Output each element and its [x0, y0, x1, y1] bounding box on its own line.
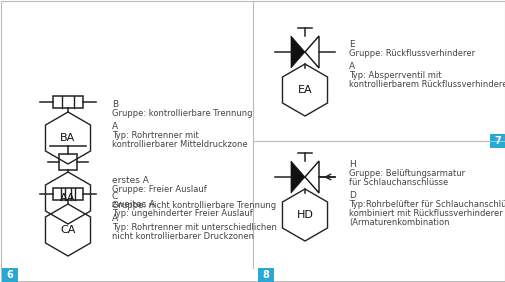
Text: A: A	[112, 214, 118, 223]
Bar	[53, 188, 83, 200]
Text: AA: AA	[60, 193, 76, 203]
Text: kontrollierbarem Rückflussverhinderer: kontrollierbarem Rückflussverhinderer	[348, 80, 505, 89]
Text: erstes A: erstes A	[112, 176, 148, 185]
Text: Typ: Rohrtrenner mit unterschiedlichen: Typ: Rohrtrenner mit unterschiedlichen	[112, 223, 276, 232]
Bar	[59, 154, 77, 170]
Bar	[2, 268, 18, 282]
Bar	[489, 134, 505, 148]
Polygon shape	[290, 36, 305, 68]
Text: Typ:Rohrbelüfter für Schlauchanschlüsse: Typ:Rohrbelüfter für Schlauchanschlüsse	[348, 200, 505, 209]
Text: D: D	[348, 191, 355, 200]
Text: Typ: Absperrventil mit: Typ: Absperrventil mit	[348, 71, 441, 80]
Text: Gruppe: kontrollierbare Trennung: Gruppe: kontrollierbare Trennung	[112, 109, 252, 118]
Text: (Armaturenkombination: (Armaturenkombination	[348, 218, 448, 227]
Text: HD: HD	[296, 210, 313, 220]
Polygon shape	[305, 161, 318, 193]
Text: kombiniert mit Rückflussverhinderer: kombiniert mit Rückflussverhinderer	[348, 209, 502, 218]
Polygon shape	[290, 161, 305, 193]
Text: Gruppe: Rückflussverhinderer: Gruppe: Rückflussverhinderer	[348, 49, 474, 58]
Text: 8: 8	[262, 270, 269, 280]
Text: B: B	[112, 100, 118, 109]
Text: für Schlauchanschlüsse: für Schlauchanschlüsse	[348, 178, 447, 187]
Polygon shape	[305, 36, 318, 68]
Text: H: H	[348, 160, 355, 169]
Text: kontrollierbarer Mitteldruckzone: kontrollierbarer Mitteldruckzone	[112, 140, 247, 149]
Text: A: A	[348, 62, 355, 71]
Text: zweites A: zweites A	[112, 200, 155, 209]
Text: Gruppe: Freier Auslauf: Gruppe: Freier Auslauf	[112, 185, 207, 194]
Text: 7: 7	[494, 136, 500, 146]
Text: Gruppe: nicht kontrollierbare Trennung: Gruppe: nicht kontrollierbare Trennung	[112, 201, 276, 210]
Text: C: C	[112, 192, 118, 201]
Text: EA: EA	[297, 85, 312, 95]
Bar	[53, 96, 83, 108]
Text: BA: BA	[60, 133, 75, 143]
Text: 6: 6	[7, 270, 13, 280]
Text: Typ: Rohrtrenner mit: Typ: Rohrtrenner mit	[112, 131, 198, 140]
Text: nicht kontrollierbarer Druckzonen: nicht kontrollierbarer Druckzonen	[112, 232, 254, 241]
Bar	[258, 268, 274, 282]
Text: CA: CA	[60, 225, 76, 235]
Text: E: E	[348, 40, 354, 49]
Text: A: A	[112, 122, 118, 131]
Text: Typ: ungehinderter Freier Auslauf: Typ: ungehinderter Freier Auslauf	[112, 209, 252, 218]
Text: Gruppe: Belüftungsarmatur: Gruppe: Belüftungsarmatur	[348, 169, 464, 178]
